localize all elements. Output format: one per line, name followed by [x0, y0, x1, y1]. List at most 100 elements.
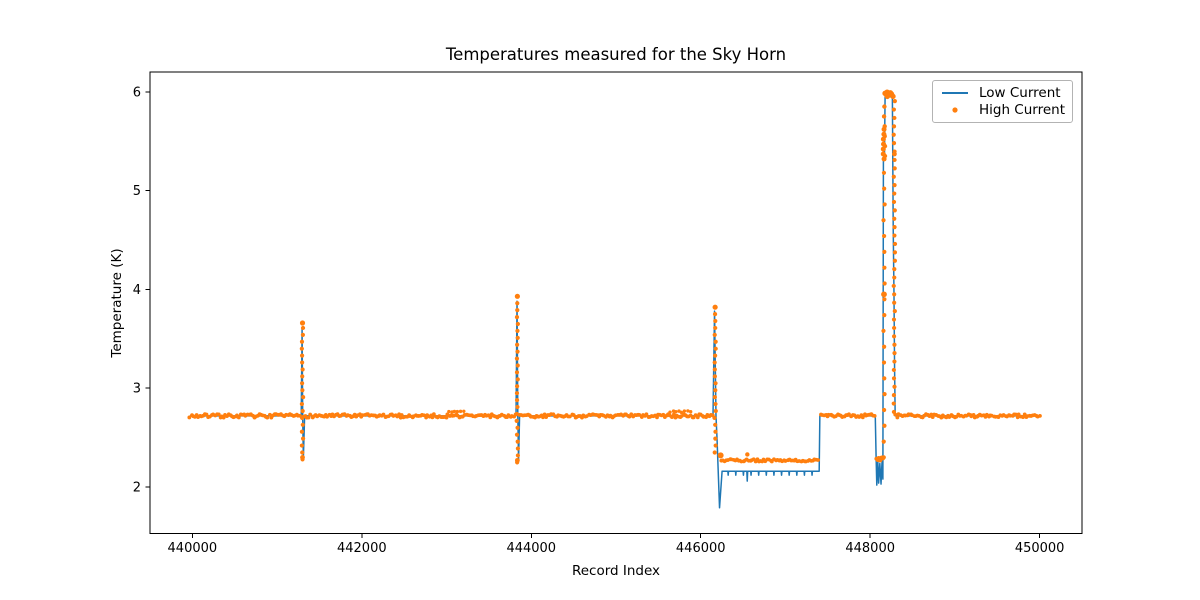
- data-point: [644, 412, 649, 417]
- data-point: [712, 415, 717, 420]
- data-point: [515, 321, 520, 327]
- data-point: [881, 439, 886, 444]
- data-point: [236, 415, 241, 420]
- data-point: [300, 325, 306, 331]
- data-point: [301, 395, 306, 400]
- data-point: [462, 409, 466, 413]
- data-point: [300, 388, 305, 393]
- data-point: [216, 412, 221, 417]
- data-point: [882, 313, 887, 318]
- data-point: [892, 99, 897, 104]
- data-point: [712, 312, 718, 317]
- data-point: [713, 339, 718, 344]
- data-point: [713, 429, 718, 434]
- data-point: [881, 360, 887, 365]
- data-point: [891, 124, 897, 129]
- data-point: [882, 124, 887, 129]
- data-point: [514, 457, 520, 463]
- data-point: [882, 143, 888, 149]
- data-point: [299, 339, 305, 344]
- series-low-current: [189, 95, 1041, 509]
- data-point: [713, 401, 718, 407]
- data-point: [882, 281, 887, 286]
- data-point: [892, 183, 897, 188]
- data-point: [882, 202, 887, 207]
- x-tick-label: 444000: [506, 541, 556, 556]
- data-point: [713, 422, 718, 427]
- data-point: [882, 392, 887, 397]
- data-point: [300, 422, 305, 427]
- data-point: [712, 395, 717, 400]
- data-point: [892, 309, 897, 314]
- data-point: [881, 328, 886, 334]
- data-point: [892, 225, 897, 230]
- data-point: [713, 436, 718, 441]
- data-point: [682, 409, 687, 413]
- data-point: [514, 370, 520, 375]
- data-point: [712, 367, 717, 372]
- data-point: [514, 397, 520, 403]
- x-axis-label: Record Index: [571, 563, 661, 579]
- data-point: [300, 408, 305, 414]
- data-point: [882, 153, 888, 159]
- data-point: [713, 346, 718, 351]
- data-point: [892, 359, 897, 364]
- legend: Low Current High Current: [932, 80, 1073, 123]
- data-point: [882, 249, 887, 254]
- data-point: [1013, 412, 1018, 417]
- y-tick-label: 5: [133, 184, 141, 199]
- data-point: [712, 332, 717, 337]
- data-point: [541, 415, 545, 420]
- data-point: [515, 328, 520, 334]
- data-point: [882, 376, 887, 381]
- data-point: [444, 415, 449, 420]
- data-point: [306, 415, 311, 420]
- data-point: [891, 317, 897, 322]
- data-point: [299, 429, 305, 434]
- data-point: [515, 301, 520, 306]
- data-point: [892, 258, 898, 263]
- data-point: [891, 141, 897, 146]
- data-point: [892, 292, 897, 297]
- data-point: [679, 410, 684, 415]
- data-point: [882, 423, 887, 428]
- data-point: [892, 342, 897, 347]
- data-point: [717, 452, 724, 459]
- data-point: [514, 356, 520, 361]
- data-point: [891, 283, 896, 289]
- data-point: [892, 384, 897, 389]
- data-point: [892, 166, 897, 171]
- data-point: [872, 414, 877, 418]
- data-point: [882, 297, 887, 302]
- data-point: [300, 360, 305, 365]
- data-point: [712, 360, 717, 365]
- data-point: [637, 412, 642, 417]
- data-point: [712, 374, 717, 379]
- data-point: [668, 410, 672, 414]
- data-point: [892, 241, 898, 247]
- data-point: [514, 418, 519, 423]
- data-point: [430, 415, 435, 420]
- data-point: [299, 415, 305, 420]
- data-point: [713, 443, 718, 448]
- data-point: [713, 388, 718, 393]
- data-point: [515, 404, 520, 410]
- data-point: [514, 314, 520, 320]
- data-point: [300, 374, 305, 379]
- data-point: [891, 174, 896, 179]
- data-point: [892, 208, 897, 213]
- series-high-current: [187, 89, 1042, 465]
- data-point: [712, 450, 717, 455]
- data-point: [514, 411, 519, 417]
- data-point: [712, 304, 718, 310]
- data-point: [882, 344, 887, 349]
- data-point: [892, 300, 897, 305]
- data-point: [892, 275, 897, 280]
- data-point: [892, 157, 897, 163]
- data-point: [881, 114, 887, 119]
- legend-label-low-current: Low Current: [979, 84, 1061, 101]
- data-point: [895, 415, 900, 420]
- data-point: [745, 452, 750, 457]
